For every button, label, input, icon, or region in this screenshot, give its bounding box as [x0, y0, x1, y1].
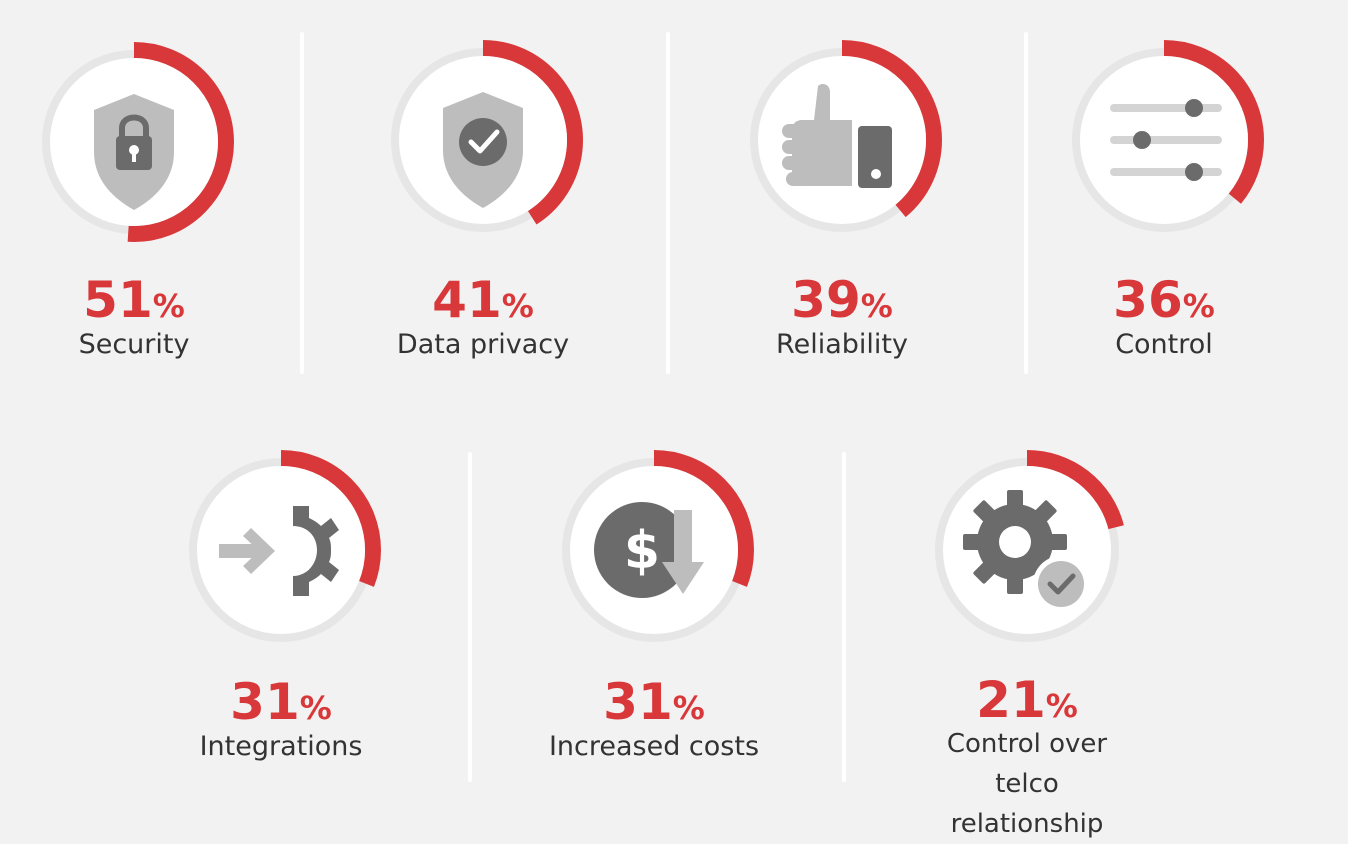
label-integrations: Integrations: [199, 731, 363, 762]
label-text: Control over telco relationship: [946, 729, 1108, 839]
value-number: 36: [1113, 271, 1183, 329]
value-number: 41: [432, 271, 502, 329]
donut-control: [1064, 40, 1264, 240]
value-data-privacy: 41%: [333, 274, 633, 332]
stat-increased-costs: $ 31% Increased costs: [504, 450, 804, 810]
shield-check-icon: [443, 92, 523, 208]
divider: [300, 32, 304, 374]
stat-integrations: 31% Integrations: [131, 450, 431, 810]
percent-sign: %: [152, 287, 185, 325]
donut-data-privacy: [383, 40, 583, 240]
value-number: 31: [603, 673, 673, 731]
percent-sign: %: [501, 287, 534, 325]
value-arc: [34, 42, 234, 242]
donut-integrations: [181, 450, 381, 650]
shield-lock-icon: [94, 94, 174, 210]
stat-security: 51% Security: [0, 42, 284, 402]
value-number: 31: [230, 673, 300, 731]
divider: [468, 452, 472, 782]
label-control: Control: [1115, 329, 1213, 360]
label-increased-costs: Increased costs: [548, 731, 760, 762]
donut-control-over-telco: [927, 450, 1127, 650]
divider: [1024, 32, 1028, 374]
percent-sign: %: [672, 689, 705, 727]
value-control-over-telco: 21%: [877, 674, 1177, 732]
label-security: Security: [78, 329, 190, 360]
value-increased-costs: 31%: [504, 676, 804, 734]
donut-reliability: [742, 40, 942, 240]
percent-sign: %: [1182, 287, 1215, 325]
stat-control-over-telco: 21% Control over telco relationship: [877, 450, 1177, 839]
value-arc: [1064, 40, 1264, 240]
value-arc: [181, 450, 381, 650]
label-control-over-telco: Control over telco relationship: [877, 724, 1177, 844]
donut-increased-costs: $: [554, 450, 754, 650]
label-data-privacy: Data privacy: [396, 329, 570, 360]
svg-text:$: $: [624, 521, 660, 581]
gear-check-icon: [963, 490, 1089, 612]
stat-reliability: 39% Reliability: [692, 40, 992, 400]
value-arc: [554, 450, 754, 650]
donut-security: [34, 42, 234, 242]
value-number: 21: [976, 671, 1046, 729]
divider: [666, 32, 670, 374]
value-number: 51: [83, 271, 153, 329]
label-reliability: Reliability: [776, 329, 908, 360]
divider: [842, 452, 846, 782]
value-arc: [742, 40, 942, 240]
value-control: 36%: [1014, 274, 1314, 332]
percent-sign: %: [299, 689, 332, 727]
value-arc: [927, 450, 1127, 650]
stat-control: 36% Control: [1014, 40, 1314, 400]
value-security: 51%: [0, 274, 284, 332]
stat-data-privacy: 41% Data privacy: [333, 40, 633, 400]
value-number: 39: [791, 271, 861, 329]
value-integrations: 31%: [131, 676, 431, 734]
arrow-gear-icon: [219, 506, 339, 596]
dollar-down-icon: $: [594, 502, 704, 598]
value-arc: [383, 40, 583, 240]
thumbs-up-icon: [782, 84, 892, 188]
sliders-icon: [1110, 99, 1222, 181]
value-reliability: 39%: [692, 274, 992, 332]
percent-sign: %: [860, 287, 893, 325]
percent-sign: %: [1045, 687, 1078, 725]
